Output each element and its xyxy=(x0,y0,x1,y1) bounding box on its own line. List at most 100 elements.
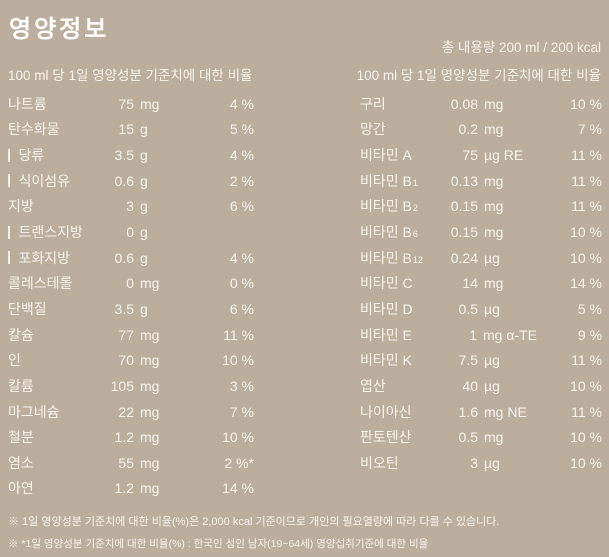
nutrient-name-text: 트랜스지방 xyxy=(18,224,83,241)
nutrient-name: 아연 xyxy=(8,478,82,498)
nutrient-daily-percent: 14 % xyxy=(570,275,602,292)
nutrient-name: 비타민 D xyxy=(360,299,426,319)
nutrient-daily-percent: 6 % xyxy=(229,198,254,215)
nutrient-amount: 1.2 xyxy=(114,480,134,497)
nutrient-name-text: 탄수화물 xyxy=(8,121,60,138)
nutrient-amount: 0 xyxy=(126,224,134,241)
nutrient-name: 염소 xyxy=(8,453,82,473)
nutrient-unit: mg xyxy=(484,198,504,215)
left-nutrient-row: 인 70 mg 10 % xyxy=(8,347,254,373)
nutrient-name-text: 비타민 A xyxy=(360,147,412,164)
right-nutrient-row: 비타민 D 0.5 µg 5 % xyxy=(360,296,602,322)
nutrient-name-text: 망간 xyxy=(360,121,386,138)
nutrient-daily-percent: 4 % xyxy=(229,147,254,164)
nutrient-name-text: 지방 xyxy=(8,198,34,215)
nutrient-daily-percent: 10 % xyxy=(222,352,254,369)
nutrient-unit: mg xyxy=(140,403,160,420)
left-nutrient-row: 아연 1.2 mg 14 % xyxy=(8,476,254,502)
nutrient-name-text: 당류 xyxy=(18,147,45,164)
right-nutrient-row: 비타민 B 6 0.15 mg 10 % xyxy=(360,219,602,245)
nutrient-unit: µg xyxy=(484,249,500,266)
nutrient-unit: mg xyxy=(140,454,160,471)
footnote-daily-value: ※ 1일 영양성분 기준치에 대한 비율(%)은 2,000 kcal 기준이므… xyxy=(8,516,500,528)
nutrient-amount: 1 xyxy=(469,326,478,343)
nutrient-table-left: 나트륨 75 mg 4 % 탄수화물 15 g 5 % 당류 3.5 g 4 % 식이섬유 0.6 g 2 %… xyxy=(8,91,254,501)
nutrient-daily-percent: 7 % xyxy=(229,403,254,420)
nutrient-unit: mg xyxy=(484,172,504,189)
nutrient-daily-percent: 10 % xyxy=(570,249,602,266)
left-nutrient-row: 콜레스테롤 0 mg 0 % xyxy=(8,270,254,296)
nutrient-name-text: 포화지방 xyxy=(18,249,71,266)
right-nutrient-row: 비타민 K 7.5 µg 11 % xyxy=(360,347,602,373)
left-nutrient-row: 지방 3 g 6 % xyxy=(8,194,254,220)
nutrient-unit: mg xyxy=(484,224,504,241)
nutrient-amount: 0.6 xyxy=(114,249,134,266)
nutrient-amount: 0 xyxy=(126,275,134,292)
nutrient-unit: mg xyxy=(484,95,504,112)
nutrient-amount: 3 xyxy=(126,198,134,215)
nutrient-name-text: 염소 xyxy=(8,454,34,471)
nutrient-amount: 0.5 xyxy=(458,300,478,317)
left-nutrient-row: 탄수화물 15 g 5 % xyxy=(8,117,254,143)
left-nutrient-row: 칼슘 77 mg 11 % xyxy=(8,322,254,348)
nutrient-unit: µg xyxy=(484,300,500,317)
nutrient-amount: 7.5 xyxy=(458,352,478,369)
nutrient-name-subscript: 1 xyxy=(412,177,418,188)
nutrient-daily-percent: 10 % xyxy=(570,224,602,241)
left-nutrient-row: 나트륨 75 mg 4 % xyxy=(8,91,254,117)
indent-bar xyxy=(8,225,10,239)
nutrient-name: 칼륨 xyxy=(8,376,82,396)
nutrient-amount: 75 xyxy=(462,147,478,164)
nutrient-name: 탄수화물 xyxy=(8,119,82,139)
nutrient-unit: mg xyxy=(484,275,504,292)
nutrient-name-text: 비타민 K xyxy=(360,352,412,369)
nutrient-name-subscript: 6 xyxy=(412,229,418,240)
right-nutrient-row: 판토텐산 0.5 mg 10 % xyxy=(360,424,602,450)
indent-bar xyxy=(8,251,10,265)
nutrient-amount: 0.15 xyxy=(450,224,478,241)
nutrient-name: 지방 xyxy=(8,196,82,216)
right-nutrient-row: 비타민 B 12 0.24 µg 10 % xyxy=(360,245,602,271)
nutrient-name-text: 비오틴 xyxy=(360,454,399,471)
right-nutrient-row: 비타민 A 75 µg RE 11 % xyxy=(360,142,602,168)
nutrient-name-text: 마그네슘 xyxy=(8,403,60,420)
nutrient-amount: 1.2 xyxy=(114,429,134,446)
nutrient-unit: mg xyxy=(140,377,160,394)
right-nutrient-row: 비타민 B 1 0.13 mg 11 % xyxy=(360,168,602,194)
nutrient-name: 칼슘 xyxy=(8,325,82,345)
nutrient-unit: mg xyxy=(140,326,160,343)
nutrient-daily-percent: 11 % xyxy=(571,198,602,215)
right-nutrient-row: 망간 0.2 mg 7 % xyxy=(360,117,602,143)
nutrient-amount: 77 xyxy=(118,326,134,343)
nutrient-amount: 0.24 xyxy=(450,249,478,266)
nutrient-daily-percent: 11 % xyxy=(571,352,602,369)
nutrient-unit: mg xyxy=(140,429,160,446)
right-nutrient-row: 비타민 E 1 mg α-TE 9 % xyxy=(360,322,602,348)
nutrient-name: 나이아신 xyxy=(360,402,426,422)
nutrient-unit: mg α-TE xyxy=(483,326,537,343)
nutrient-name-text: 비타민 B xyxy=(360,249,412,266)
nutrient-daily-percent: 10 % xyxy=(570,95,602,112)
left-nutrient-row: 트랜스지방 0 g xyxy=(8,219,254,245)
nutrient-unit: g xyxy=(140,249,148,266)
nutrient-name: 비타민 K xyxy=(360,350,426,370)
nutrient-name-text: 엽산 xyxy=(360,377,386,394)
nutrient-daily-percent: 7 % xyxy=(577,121,602,138)
total-amount-label: 총 내용량 200 ml / 200 kcal xyxy=(441,40,601,55)
nutrient-unit: µg xyxy=(484,377,500,394)
nutrient-name-subscript: 2 xyxy=(412,203,418,214)
nutrient-daily-percent: 11 % xyxy=(571,403,602,420)
nutrient-amount: 0.15 xyxy=(450,198,478,215)
nutrient-daily-percent: 10 % xyxy=(570,429,602,446)
nutrient-daily-percent: 6 % xyxy=(229,300,254,317)
nutrient-daily-percent: 2 %* xyxy=(224,454,254,471)
nutrient-name: 인 xyxy=(8,350,82,370)
left-nutrient-row: 철분 1.2 mg 10 % xyxy=(8,424,254,450)
nutrient-unit: g xyxy=(140,121,148,138)
nutrient-name-text: 비타민 D xyxy=(360,300,413,317)
nutrient-name: 나트륨 xyxy=(8,94,82,114)
right-nutrient-row: 나이아신 1.6 mg NE 11 % xyxy=(360,399,602,425)
nutrient-name: 마그네슘 xyxy=(8,402,82,422)
nutrient-name: 당류 xyxy=(8,145,82,165)
